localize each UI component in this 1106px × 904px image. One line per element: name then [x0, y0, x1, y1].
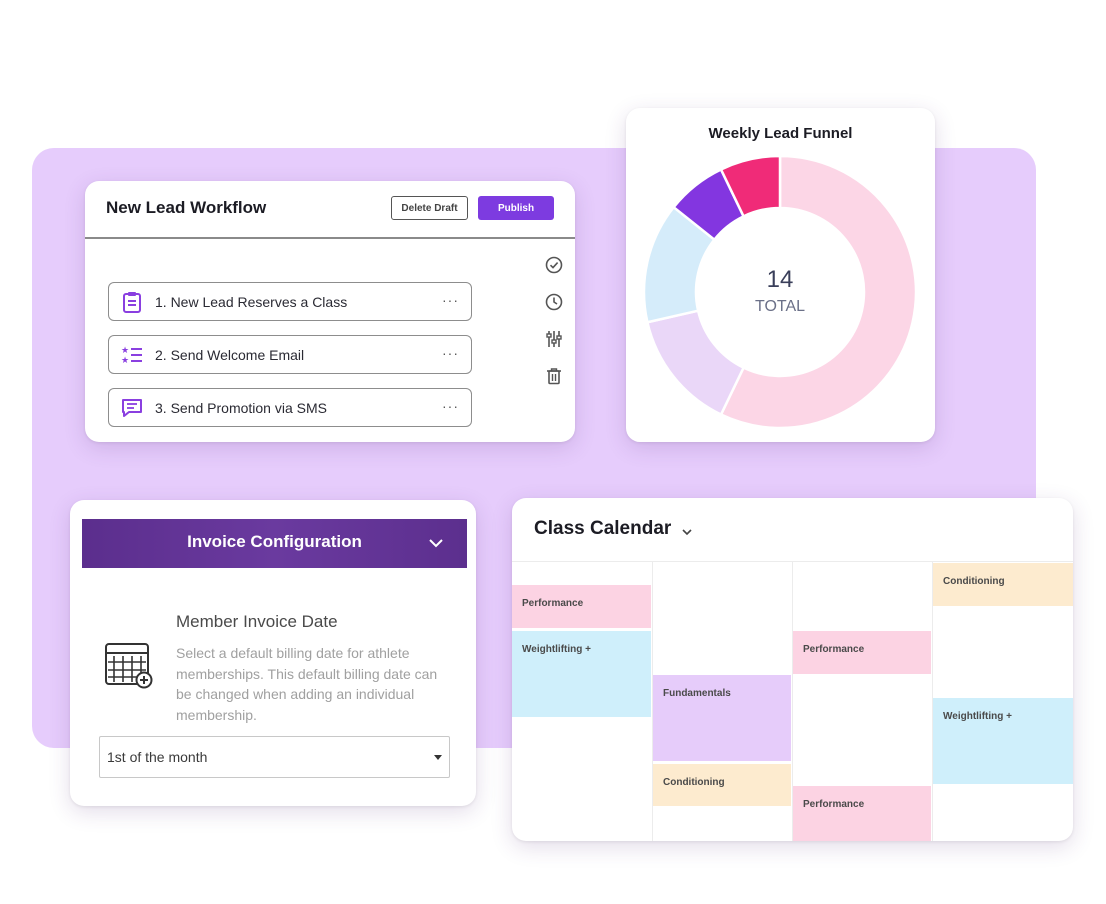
invoice-header-bar[interactable]: Invoice Configuration [82, 519, 467, 568]
billing-date-value: 1st of the month [107, 749, 208, 765]
member-invoice-date-heading: Member Invoice Date [176, 612, 338, 631]
lead-funnel-card: Weekly Lead Funnel 14 TOTAL [626, 108, 935, 442]
svg-text:★: ★ [121, 346, 129, 356]
more-options-icon[interactable]: ··· [442, 398, 459, 414]
workflow-step-3[interactable]: 3. Send Promotion via SMS ··· [108, 388, 472, 427]
chevron-down-icon[interactable] [427, 534, 445, 552]
sliders-icon[interactable] [544, 329, 564, 349]
invoice-description: Select a default billing date for athlet… [176, 645, 438, 723]
billing-date-select[interactable]: 1st of the month [99, 736, 450, 778]
calendar-event[interactable]: Fundamentals [653, 675, 791, 761]
workflow-step-label: 2. Send Welcome Email [155, 346, 305, 363]
caret-down-icon [434, 755, 442, 760]
funnel-slice-1[interactable] [719, 154, 918, 430]
star-list-icon: ★ ★ [121, 344, 143, 366]
workflow-step-1[interactable]: 1. New Lead Reserves a Class ··· [108, 282, 472, 321]
workflow-step-label: 1. New Lead Reserves a Class [155, 293, 348, 310]
chat-icon [121, 397, 143, 419]
calendar-event[interactable]: Conditioning [933, 563, 1073, 606]
calendar-event[interactable]: Weightlifting + [512, 631, 651, 717]
delete-draft-button[interactable]: Delete Draft [391, 196, 468, 220]
workflow-card: New Lead Workflow Delete Draft Publish 1… [85, 181, 575, 442]
workflow-header: New Lead Workflow Delete Draft Publish [85, 181, 575, 239]
invoice-configuration-card: Invoice Configuration Member Invoice Dat… [70, 500, 476, 806]
calendar-title[interactable]: Class Calendar [534, 518, 672, 539]
invoice-header-title: Invoice Configuration [187, 532, 362, 551]
more-options-icon[interactable]: ··· [442, 292, 459, 308]
svg-text:★: ★ [121, 356, 129, 365]
calendar-event[interactable]: Performance [512, 585, 651, 628]
chevron-down-icon[interactable] [680, 525, 694, 539]
funnel-slice-2[interactable] [645, 309, 746, 417]
trash-icon[interactable] [544, 366, 564, 386]
calendar-add-icon [104, 640, 154, 690]
check-circle-icon[interactable] [544, 255, 564, 275]
calendar-grid-line [932, 561, 933, 841]
calendar-event[interactable]: Weightlifting + [933, 698, 1073, 784]
workflow-title: New Lead Workflow [106, 198, 267, 217]
calendar-grid-line [652, 561, 653, 841]
workflow-step-2[interactable]: ★ ★ 2. Send Welcome Email ··· [108, 335, 472, 374]
publish-button[interactable]: Publish [478, 196, 554, 220]
clipboard-icon [121, 291, 143, 313]
calendar-grid-line [792, 561, 793, 841]
calendar-event[interactable]: Performance [793, 786, 931, 841]
funnel-donut-chart [642, 154, 918, 430]
calendar-event[interactable]: Performance [793, 631, 931, 674]
workflow-step-label: 3. Send Promotion via SMS [155, 399, 327, 416]
funnel-slice-5[interactable] [719, 154, 782, 218]
funnel-title: Weekly Lead Funnel [708, 125, 853, 142]
funnel-total-label: TOTAL [754, 298, 806, 315]
more-options-icon[interactable]: ··· [442, 345, 459, 361]
class-calendar-card: Class Calendar Performance Weightlifting… [512, 498, 1073, 841]
clock-icon[interactable] [544, 292, 564, 312]
funnel-total-value: 14 [766, 266, 794, 293]
calendar-event[interactable]: Conditioning [653, 764, 791, 806]
